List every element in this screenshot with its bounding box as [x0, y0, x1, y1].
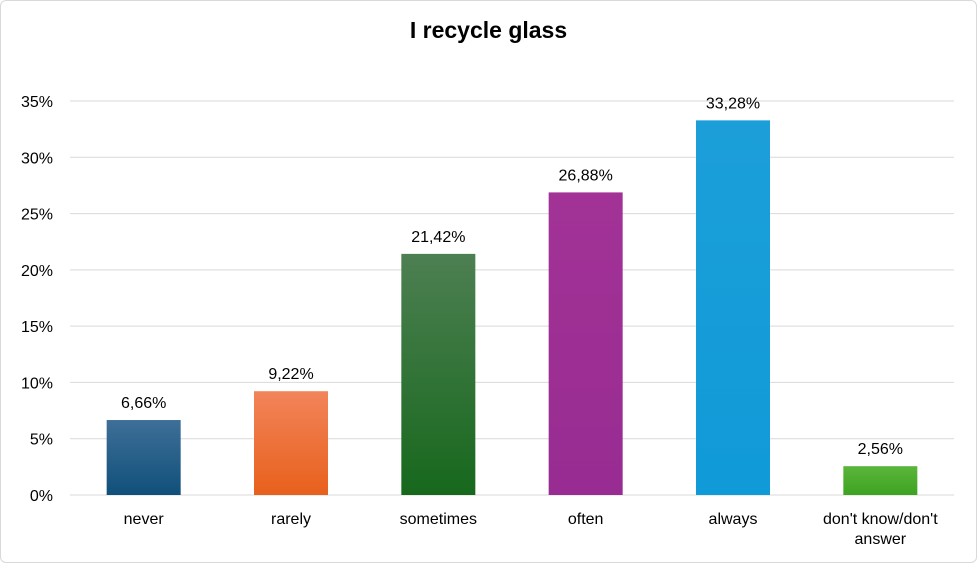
y-tick-label: 10% — [21, 375, 53, 392]
x-tick-label: never — [124, 511, 165, 528]
y-tick-label: 30% — [21, 150, 53, 167]
y-tick-label: 25% — [21, 207, 53, 224]
data-label: 9,22% — [268, 366, 313, 383]
bar — [843, 466, 918, 495]
x-tick-label: don't know/don't answer — [823, 511, 938, 548]
y-tick-label: 0% — [30, 488, 53, 505]
data-label: 21,42% — [411, 229, 465, 246]
y-tick-label: 15% — [21, 319, 53, 336]
x-axis-ticks: never rarely sometimes often always don't kno… — [124, 511, 939, 548]
gridlines — [70, 100, 954, 496]
chart-title: I recycle glass — [409, 17, 568, 43]
x-tick-label: always — [709, 511, 758, 528]
x-tick-label: rarely — [271, 511, 311, 528]
bar — [548, 192, 623, 495]
x-tick-label: sometimes — [400, 511, 477, 528]
data-label: 2,56% — [858, 441, 903, 458]
bar — [696, 120, 770, 495]
bar — [106, 420, 181, 495]
bar — [254, 391, 328, 495]
data-labels: 6,66% 9,22% 21,42% 26,88% 33,28% 2,56% — [121, 95, 903, 458]
y-tick-label: 5% — [30, 432, 53, 449]
y-tick-label: 20% — [21, 263, 53, 280]
bars — [106, 120, 918, 495]
data-label: 26,88% — [559, 167, 613, 184]
data-label: 33,28% — [706, 95, 760, 112]
data-label: 6,66% — [121, 395, 166, 412]
x-tick-label: often — [568, 511, 604, 528]
bar — [401, 253, 476, 495]
y-axis-ticks: 0% 5% 10% 15% 20% 25% 30% 35% — [21, 94, 53, 505]
y-tick-label: 35% — [21, 94, 53, 111]
